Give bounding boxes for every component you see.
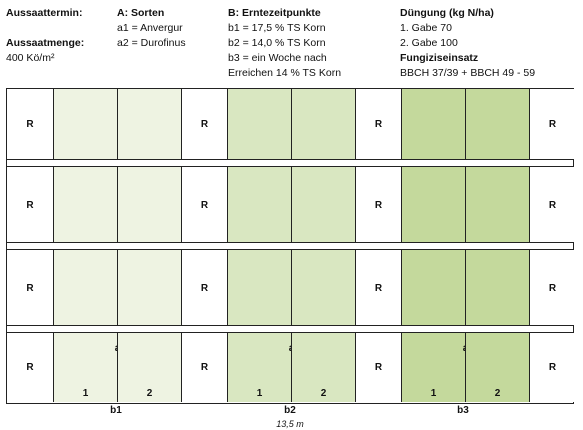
fungicide-value: BBCH 37/39 + BBCH 49 - 59 xyxy=(400,67,536,79)
plot-b3: a1 xyxy=(401,333,468,402)
border-plot: R xyxy=(7,333,53,402)
plot-b1: 2 xyxy=(117,333,181,402)
plot-b1 xyxy=(53,167,117,242)
border-plot: R xyxy=(7,89,53,159)
variety-number: 1 xyxy=(82,388,89,399)
plot-b2 xyxy=(291,167,355,242)
harvest-b2: b2 = 14,0 % TS Korn xyxy=(228,37,326,49)
plot-label-r: R xyxy=(26,199,34,211)
plot-b2: a1 xyxy=(227,333,294,402)
plot-b1: a1 xyxy=(53,333,120,402)
header-col-varieties: A: Sorten a1 = Anvergur a2 = Durofinus xyxy=(117,6,186,51)
plot-label-r: R xyxy=(548,199,557,211)
plot-b2 xyxy=(227,250,291,325)
plot-b3: 2 xyxy=(465,333,529,402)
plot-b3 xyxy=(465,167,529,242)
border-plot: R xyxy=(355,333,401,402)
plot-label-r: R xyxy=(26,118,34,130)
header-col-dates: Aussaattermin: Aussaatmenge: 400 Kö/m² xyxy=(6,6,84,66)
sowing-date-label: Aussaattermin: xyxy=(6,7,83,19)
sowing-rate-value: 400 Kö/m² xyxy=(6,52,55,64)
fungicide-title: Fungiziseinsatz xyxy=(400,52,479,64)
plot-b1 xyxy=(117,167,181,242)
plot-label-r: R xyxy=(200,282,209,294)
field-block: Ra1 2 Ra1 2 Ra1 2 R xyxy=(7,332,575,402)
fertilizer-gabe2: 2. Gabe 100 xyxy=(400,37,458,49)
variety-number: 2 xyxy=(494,388,501,399)
harvest-label-b3: b3 xyxy=(457,405,469,416)
harvest-label-b1: b1 xyxy=(110,405,122,416)
plot-b2: 2 xyxy=(291,333,355,402)
plot-label-r: R xyxy=(374,282,383,294)
plot-b2 xyxy=(227,167,291,242)
plot-label-r: R xyxy=(548,362,557,373)
scale-label: 13,5 m xyxy=(276,419,304,429)
plot-b2 xyxy=(227,89,291,159)
border-plot: R xyxy=(355,167,401,242)
variety-number: 1 xyxy=(256,388,263,399)
fertilizer-gabe1: 1. Gabe 70 xyxy=(400,22,452,34)
harvest-b1: b1 = 17,5 % TS Korn xyxy=(228,22,326,34)
plot-label-r: R xyxy=(26,362,34,373)
plot-b2 xyxy=(291,89,355,159)
border-plot: R xyxy=(355,89,401,159)
variety-a2: a2 = Durofinus xyxy=(117,37,186,49)
plot-label-r: R xyxy=(374,199,383,211)
plot-b1 xyxy=(53,250,117,325)
varieties-title: A: Sorten xyxy=(117,7,165,19)
border-plot: R xyxy=(7,250,53,325)
plot-b3 xyxy=(465,89,529,159)
variety-number: 2 xyxy=(146,388,153,399)
plot-b3 xyxy=(401,167,465,242)
border-plot: R xyxy=(7,167,53,242)
plot-b1 xyxy=(117,250,181,325)
field-plan: R R R R R R R R R R R R Ra1 2 Ra1 2 Ra1 2 R xyxy=(6,88,575,404)
plot-label-r: R xyxy=(200,362,209,373)
border-plot: R xyxy=(529,89,575,159)
plot-label-r: R xyxy=(200,118,209,130)
fertilizer-title: Düngung (kg N/ha) xyxy=(400,7,494,19)
plot-b2 xyxy=(291,250,355,325)
plot-label-r: R xyxy=(548,282,557,294)
border-plot: R xyxy=(181,89,227,159)
variety-a1: a1 = Anvergur xyxy=(117,22,183,34)
plot-label-r: R xyxy=(374,118,383,130)
plot-label-r: R xyxy=(200,199,209,211)
harvest-b3-line1: b3 = ein Woche nach xyxy=(228,52,327,64)
header-col-fertilizer: Düngung (kg N/ha) 1. Gabe 70 2. Gabe 100… xyxy=(400,6,535,81)
header-col-harvest: B: Erntezeitpunkte b1 = 17,5 % TS Korn b… xyxy=(228,6,341,81)
border-plot: R xyxy=(181,250,227,325)
plot-b1 xyxy=(53,89,117,159)
plot-b1 xyxy=(117,89,181,159)
harvest-b3-line2: Erreichen 14 % TS Korn xyxy=(228,67,342,79)
variety-number: 1 xyxy=(430,388,437,399)
plot-label-r: R xyxy=(374,362,383,373)
sowing-rate-label: Aussaatmenge: xyxy=(6,37,85,49)
border-plot: R xyxy=(181,167,227,242)
border-plot: R xyxy=(181,333,227,402)
plot-label-r: R xyxy=(548,118,557,130)
border-plot: R xyxy=(529,333,575,402)
border-plot: R xyxy=(529,250,575,325)
border-plot: R xyxy=(529,167,575,242)
plot-b3 xyxy=(465,250,529,325)
plot-b3 xyxy=(401,89,465,159)
border-plot: R xyxy=(355,250,401,325)
harvest-title: B: Erntezeitpunkte xyxy=(228,7,321,19)
variety-number: 2 xyxy=(320,388,327,399)
plot-b3 xyxy=(401,250,465,325)
plot-label-r: R xyxy=(26,282,34,294)
harvest-label-b2: b2 xyxy=(284,405,296,416)
